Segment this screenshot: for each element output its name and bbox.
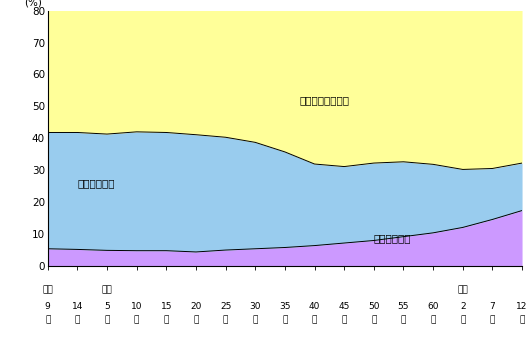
Text: 2: 2	[460, 302, 465, 311]
Text: 年: 年	[45, 316, 50, 325]
Text: 15: 15	[161, 302, 172, 311]
Text: 年: 年	[401, 316, 406, 325]
Text: 50: 50	[368, 302, 379, 311]
Text: 60: 60	[427, 302, 439, 311]
Text: (%): (%)	[24, 0, 42, 8]
Text: 年: 年	[282, 316, 288, 325]
Text: 年: 年	[134, 316, 139, 325]
Text: 生産年齢人口割合: 生産年齢人口割合	[299, 95, 350, 105]
Text: 年: 年	[104, 316, 110, 325]
Text: 年: 年	[75, 316, 80, 325]
Text: 40: 40	[309, 302, 320, 311]
Text: 大正: 大正	[42, 285, 53, 294]
Text: 平成: 平成	[457, 285, 468, 294]
Text: 年: 年	[252, 316, 258, 325]
Text: 35: 35	[279, 302, 290, 311]
Text: 老年人口割合: 老年人口割合	[374, 234, 411, 243]
Text: 55: 55	[398, 302, 409, 311]
Text: 年: 年	[430, 316, 436, 325]
Text: 昭和: 昭和	[102, 285, 112, 294]
Text: 年: 年	[490, 316, 495, 325]
Text: 年: 年	[223, 316, 228, 325]
Text: 10: 10	[131, 302, 143, 311]
Text: 年: 年	[193, 316, 199, 325]
Text: 14: 14	[72, 302, 83, 311]
Text: 20: 20	[190, 302, 201, 311]
Text: 年: 年	[460, 316, 465, 325]
Text: 25: 25	[220, 302, 231, 311]
Text: 年: 年	[519, 316, 525, 325]
Text: 30: 30	[250, 302, 261, 311]
Text: 9: 9	[45, 302, 50, 311]
Text: 年: 年	[312, 316, 317, 325]
Text: 年少人口割合: 年少人口割合	[77, 178, 115, 188]
Text: 5: 5	[104, 302, 110, 311]
Text: 45: 45	[339, 302, 350, 311]
Text: 年: 年	[341, 316, 347, 325]
Text: 年: 年	[371, 316, 376, 325]
Text: 年: 年	[164, 316, 169, 325]
Text: 7: 7	[490, 302, 495, 311]
Text: 12: 12	[516, 302, 528, 311]
